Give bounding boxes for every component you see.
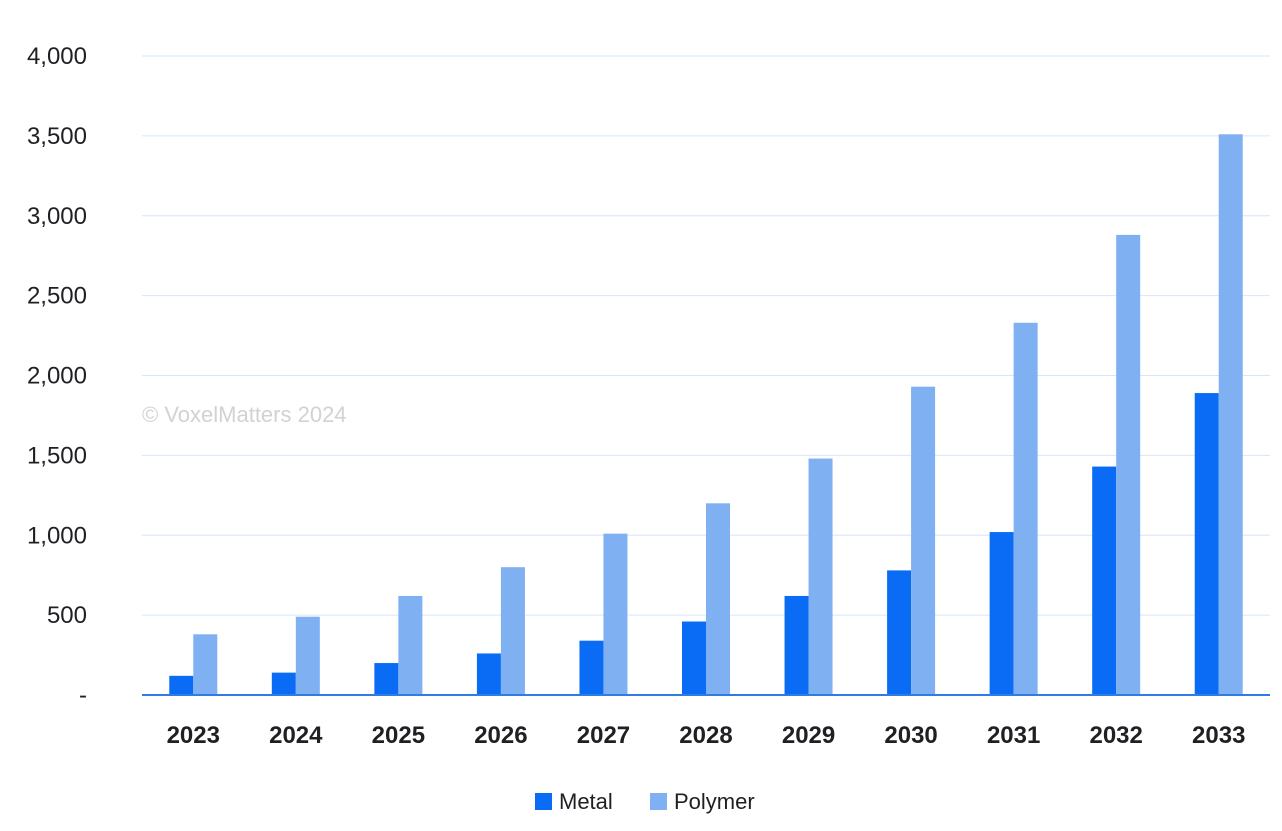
bar-polymer-2032 [1116, 234, 1141, 696]
bar-polymer-2027 [603, 533, 628, 695]
legend-label-metal: Metal [559, 789, 613, 814]
bar-metal-2029 [784, 595, 809, 695]
bar-metal-2025 [374, 663, 399, 695]
legend-label-polymer: Polymer [674, 789, 755, 814]
legend: Metal Polymer [535, 789, 755, 814]
x-tick-label: 2028 [679, 722, 732, 749]
y-tick-label: 2,000 [27, 363, 87, 390]
x-tick-label: 2029 [782, 722, 835, 749]
x-tick-label: 2033 [1192, 722, 1245, 749]
y-tick-label: 1,000 [27, 522, 87, 549]
bar-polymer-2033 [1218, 134, 1243, 696]
bar-polymer-2023 [193, 634, 218, 695]
y-tick-label: 1,500 [27, 442, 87, 469]
x-tick-label: 2024 [269, 722, 323, 749]
y-tick-label: 500 [47, 602, 87, 629]
x-tick-label: 2032 [1089, 722, 1142, 749]
bar-metal-2028 [682, 621, 706, 695]
x-tick-label: 2025 [372, 722, 425, 749]
watermark: © VoxelMatters 2024 [142, 402, 347, 427]
x-tick-label: 2026 [474, 722, 527, 749]
bar-metal-2023 [169, 675, 194, 695]
y-tick-label: - [79, 682, 87, 709]
bar-polymer-2031 [1013, 322, 1038, 695]
y-tick-label: 2,500 [27, 283, 87, 310]
bar-metal-2027 [579, 640, 604, 695]
x-axis-ticks: 2023 2024 2025 2026 2027 2028 2029 2030 2031 2032… [167, 722, 1246, 749]
y-axis-ticks: - 500 1,000 1,500 2,000 2,500 3,000 3,500 4,000 [27, 43, 87, 709]
bar-polymer-2029 [808, 458, 833, 695]
y-tick-label: 4,000 [27, 43, 87, 70]
x-tick-label: 2023 [167, 722, 220, 749]
legend-swatch-metal [535, 793, 552, 810]
bar-polymer-2028 [706, 503, 730, 695]
bar-metal-2024 [271, 672, 296, 695]
bar-metal-2033 [1194, 393, 1219, 695]
bar-metal-2032 [1092, 466, 1117, 695]
bar-polymer-2025 [398, 595, 423, 695]
x-tick-label: 2027 [577, 722, 630, 749]
x-tick-label: 2030 [884, 722, 937, 749]
gridlines [142, 55, 1270, 616]
x-tick-label: 2031 [987, 722, 1040, 749]
bar-metal-2026 [476, 653, 501, 695]
bar-metal-2030 [887, 570, 912, 695]
bar-polymer-2024 [295, 616, 320, 695]
y-tick-label: 3,000 [27, 203, 87, 230]
y-tick-label: 3,500 [27, 123, 87, 150]
bar-polymer-2026 [500, 567, 525, 695]
bars [169, 134, 1243, 696]
legend-swatch-polymer [650, 793, 667, 810]
bar-polymer-2030 [911, 386, 936, 695]
bar-metal-2031 [989, 532, 1014, 695]
